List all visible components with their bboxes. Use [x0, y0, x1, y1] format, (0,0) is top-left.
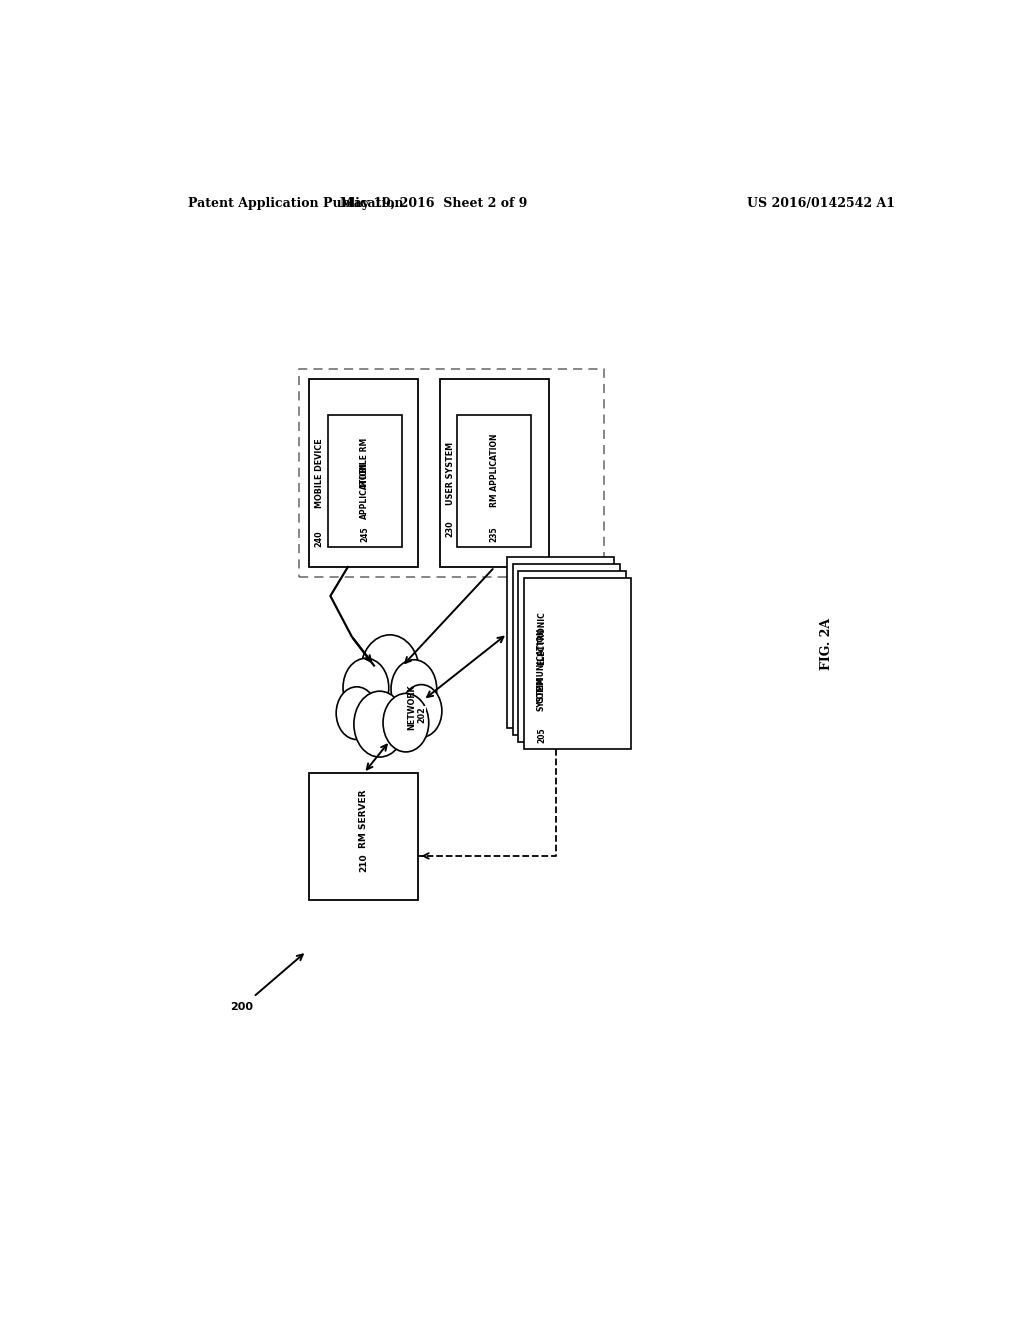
Bar: [458, 414, 531, 546]
Circle shape: [343, 659, 389, 717]
Text: COMMUNICATION: COMMUNICATION: [537, 628, 546, 704]
Bar: [309, 379, 419, 568]
Text: 245: 245: [360, 527, 370, 543]
Circle shape: [391, 660, 437, 718]
Bar: [440, 379, 550, 568]
Text: 230: 230: [445, 520, 455, 537]
Bar: [507, 557, 614, 727]
Text: MOBILE DEVICE: MOBILE DEVICE: [314, 438, 324, 508]
Circle shape: [336, 686, 377, 739]
Bar: [309, 774, 419, 900]
Text: RM SERVER: RM SERVER: [359, 789, 369, 847]
Circle shape: [354, 692, 406, 758]
Text: APPLICATION: APPLICATION: [360, 462, 370, 519]
Text: 235: 235: [489, 527, 499, 543]
Text: USER SYSTEM: USER SYSTEM: [445, 441, 455, 504]
Circle shape: [360, 635, 420, 711]
Bar: [299, 368, 604, 577]
Text: 200: 200: [230, 1002, 253, 1012]
Text: FIG. 2A: FIG. 2A: [820, 618, 833, 671]
Bar: [328, 414, 401, 546]
Text: 210: 210: [359, 853, 369, 871]
Text: US 2016/0142542 A1: US 2016/0142542 A1: [748, 197, 895, 210]
Text: 240: 240: [314, 531, 324, 548]
Text: Patent Application Publication: Patent Application Publication: [187, 197, 403, 210]
Text: 202: 202: [417, 706, 426, 723]
Circle shape: [400, 685, 442, 738]
Text: May 19, 2016  Sheet 2 of 9: May 19, 2016 Sheet 2 of 9: [340, 197, 527, 210]
Bar: [513, 564, 620, 735]
Text: RM APPLICATION: RM APPLICATION: [489, 434, 499, 507]
Text: ELECTRONIC: ELECTRONIC: [537, 611, 546, 665]
Bar: [518, 572, 626, 742]
Circle shape: [383, 693, 429, 752]
Text: SYSTEM: SYSTEM: [537, 677, 546, 711]
Text: MOBILE RM: MOBILE RM: [360, 438, 370, 487]
Bar: [524, 578, 631, 748]
Text: NETWORK: NETWORK: [408, 685, 417, 730]
Text: 205: 205: [537, 727, 546, 743]
